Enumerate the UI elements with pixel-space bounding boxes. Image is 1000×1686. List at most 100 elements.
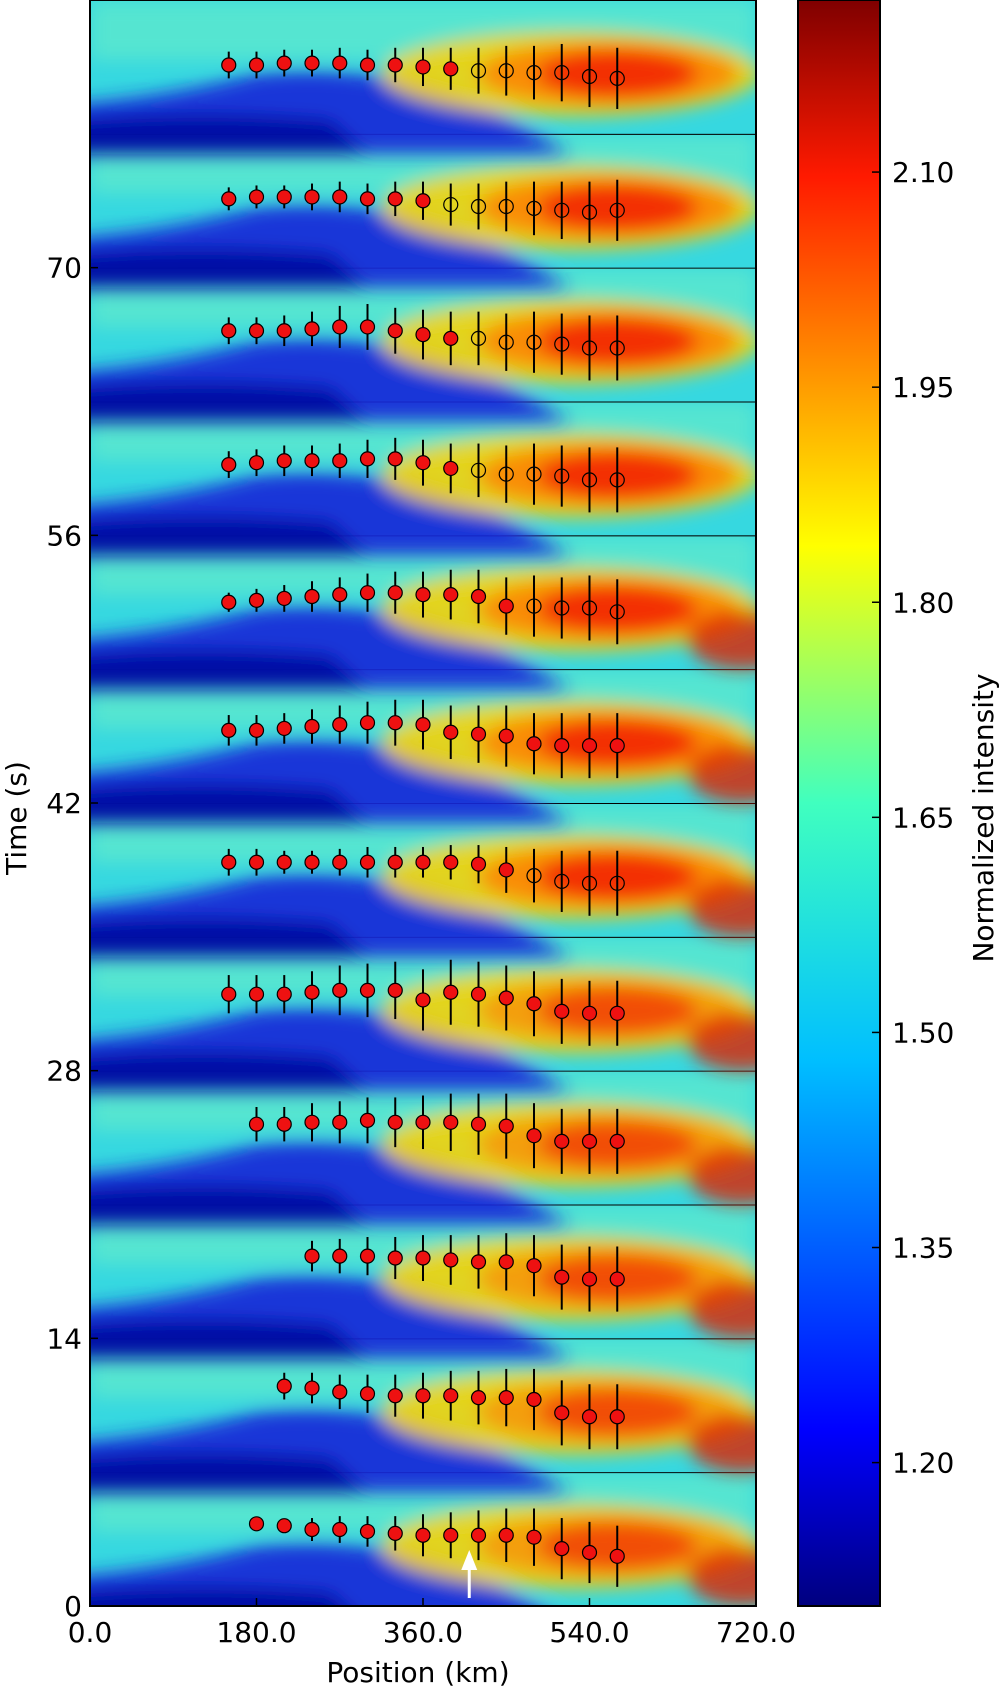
data-point — [304, 321, 320, 337]
heatmap-panel — [90, 1069, 756, 1225]
heatmap-panel — [90, 935, 756, 1091]
data-point — [332, 1248, 348, 1264]
data-point — [581, 68, 598, 85]
data-point — [332, 854, 348, 870]
field-edge-peak — [687, 1011, 756, 1071]
data-point — [498, 728, 514, 744]
data-point — [387, 854, 403, 870]
data-point — [609, 70, 625, 86]
data-point — [387, 323, 403, 339]
data-point — [581, 340, 598, 356]
colorbar-tick-label: 1.20 — [892, 1447, 954, 1480]
data-point — [554, 738, 570, 754]
x-tick-label: 720.0 — [716, 1616, 796, 1649]
data-point — [387, 982, 403, 998]
data-point — [443, 196, 459, 213]
data-point — [387, 191, 403, 207]
data-point — [415, 587, 431, 603]
data-point — [387, 1388, 403, 1404]
data-point — [443, 1114, 459, 1130]
data-point — [415, 717, 431, 733]
y-tick-label: 14 — [46, 1322, 82, 1355]
data-point — [359, 319, 376, 335]
data-point — [332, 982, 348, 998]
data-point — [498, 198, 514, 215]
field-lowest-intensity — [90, 1453, 368, 1493]
data-point — [359, 1386, 376, 1402]
data-point — [276, 55, 292, 71]
data-point — [526, 466, 542, 482]
data-point — [443, 330, 459, 347]
field-lowest-intensity — [90, 918, 368, 957]
field-edge-peak — [687, 1547, 756, 1606]
data-point — [609, 1271, 625, 1287]
data-point — [304, 1380, 320, 1396]
data-point — [498, 1118, 514, 1134]
data-point — [609, 472, 625, 488]
data-point — [248, 1516, 265, 1532]
data-point — [470, 462, 487, 478]
colorbar: 1.20 1.35 1.50 1.65 1.80 1.95 2.10 — [797, 0, 954, 1607]
data-point — [443, 460, 459, 477]
data-point — [581, 472, 598, 488]
data-point — [554, 202, 570, 218]
heatmap-panel — [90, 1337, 756, 1493]
data-point — [248, 1116, 265, 1132]
data-point — [609, 202, 625, 218]
data-point — [221, 594, 237, 610]
data-point — [415, 1114, 431, 1130]
data-point — [276, 1518, 292, 1534]
colorbar-tick-label: 1.95 — [892, 371, 954, 404]
data-point — [304, 984, 320, 1000]
data-point — [443, 984, 459, 1000]
data-point — [387, 1114, 403, 1130]
data-point — [526, 1391, 542, 1408]
data-point — [443, 854, 459, 870]
data-point — [470, 986, 487, 1002]
data-point — [498, 1527, 514, 1543]
data-point — [359, 1523, 376, 1540]
data-point — [248, 323, 265, 339]
data-point — [470, 198, 487, 215]
colorbar-tick-label: 1.35 — [892, 1232, 954, 1265]
heatmap-panel — [90, 802, 756, 957]
data-point — [526, 1128, 542, 1144]
data-point — [387, 585, 403, 601]
data-point — [554, 1269, 570, 1285]
data-point — [359, 854, 376, 870]
data-point — [609, 1548, 625, 1564]
data-point — [332, 319, 348, 335]
data-point — [415, 193, 431, 209]
data-point — [387, 1250, 403, 1266]
data-point — [415, 854, 431, 870]
data-point — [554, 1541, 570, 1557]
data-point — [248, 854, 265, 870]
field-lowest-intensity — [90, 1587, 346, 1606]
data-point — [581, 204, 598, 220]
data-point — [498, 63, 514, 79]
data-point — [609, 875, 625, 891]
data-point — [415, 992, 431, 1008]
data-point — [526, 1258, 542, 1274]
data-point — [443, 61, 459, 77]
data-point — [554, 65, 570, 81]
data-point — [248, 189, 265, 205]
annotation-arrow-head — [461, 1550, 478, 1570]
colorbar-tick-label: 1.65 — [892, 801, 954, 834]
data-point — [332, 189, 348, 205]
x-tick-label: 360.0 — [383, 1616, 463, 1649]
data-point — [526, 736, 542, 752]
y-tick-label: 42 — [46, 787, 82, 820]
data-point — [443, 1388, 459, 1404]
data-point — [470, 588, 487, 605]
heatmap-panel — [90, 1203, 756, 1359]
field-edge-peak — [687, 610, 756, 670]
data-point — [387, 715, 403, 731]
x-tick-label: 180.0 — [216, 1616, 296, 1649]
data-point — [415, 59, 431, 75]
data-point — [387, 1525, 403, 1541]
data-point — [332, 1384, 348, 1400]
field-lowest-intensity — [90, 1185, 368, 1225]
data-point — [498, 598, 514, 614]
